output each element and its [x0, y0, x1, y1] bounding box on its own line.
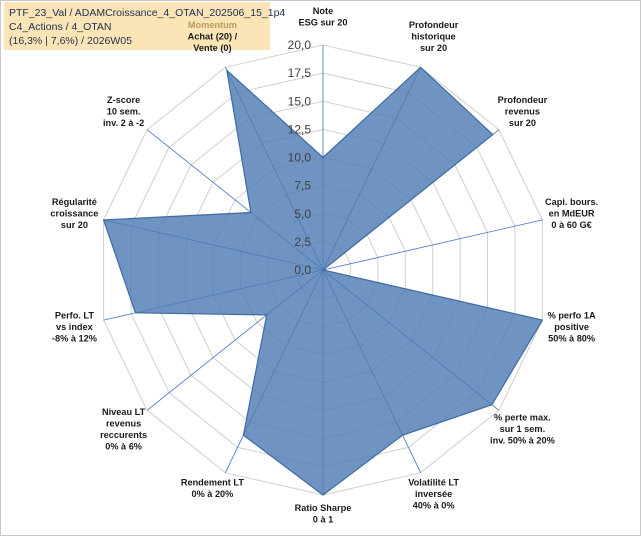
- axis-label-line: revenus: [106, 419, 141, 429]
- axis-label-line: en MdEUR: [549, 209, 595, 219]
- tick-layer: 0,0 2,5 5,0 7,5 10,0 12,5 15,0 17,5 20,0: [288, 38, 312, 277]
- title-line-1: PTF_23_Val / ADAMCroissance_4_OTAN_20250…: [9, 7, 286, 19]
- axis-label-line: 40% à 0%: [413, 501, 455, 511]
- axis-label-line: % perte max.: [494, 413, 551, 423]
- axis-label-line: sur 20: [61, 220, 88, 230]
- title-line-3: (16,3% | 7,6%) / 2026W05: [9, 35, 132, 47]
- axis-label-line: Perfo. LT: [55, 311, 95, 321]
- axis-label-line: Z-score: [107, 95, 140, 105]
- axis-label-line: Note: [313, 6, 333, 16]
- tick-label: 5,0: [294, 207, 311, 221]
- tick-label: 17,5: [288, 66, 312, 80]
- axis-label-line: Profondeur: [409, 20, 459, 30]
- axis-label-line: 0 à 60 G€: [551, 220, 591, 230]
- axis-label-line: sur 20: [420, 43, 447, 53]
- axis-label-line: -8% à 12%: [52, 334, 97, 344]
- axis-label-line: revenus: [505, 106, 540, 116]
- axis-label-line: sur 20: [509, 118, 536, 128]
- axis-label-line: sur 1 sem.: [500, 424, 545, 434]
- axis-label-line: croissance: [50, 209, 98, 219]
- axis-label: Ratio Sharpe 0 à 1: [295, 503, 352, 525]
- axis-label-line: positive: [554, 322, 589, 332]
- axis-label-line: Profondeur: [498, 95, 548, 105]
- axis-label-line: inversée: [415, 489, 452, 499]
- axis-label-line: inv. 50% à 20%: [490, 436, 555, 446]
- axis-label-line: Ratio Sharpe: [295, 503, 352, 513]
- axis-label-line: historique: [411, 31, 455, 41]
- axis-label: Rendement LT0% à 20%: [181, 478, 245, 500]
- axis-label-line: Niveau LT: [102, 407, 146, 417]
- axis-label-line: 0% à 20%: [191, 489, 233, 499]
- tick-label: 15,0: [288, 94, 312, 108]
- chart-title-box: PTF_23_Val / ADAMCroissance_4_OTAN_20250…: [4, 2, 286, 50]
- axis-label-line: Momentum: [188, 20, 237, 30]
- axis-label-line: vs index: [56, 322, 94, 332]
- axis-label-line: Rendement LT: [181, 478, 245, 488]
- axis-label: % perte max.sur 1 sem. inv. 50% à 20%: [490, 413, 555, 446]
- axis-label-line: Vente (0): [193, 43, 231, 53]
- title-line-2: C4_Actions / 4_OTAN: [9, 21, 112, 33]
- axis-label-line: Capi. bours.: [545, 197, 598, 207]
- axis-label-line: ESG sur 20: [298, 18, 347, 28]
- axis-label-line: 0% à 6%: [105, 442, 142, 452]
- axis-label-line: % perfo 1A: [548, 311, 596, 321]
- axis-label-line: 0 à 1: [313, 515, 333, 525]
- tick-label: 0,0: [294, 263, 311, 277]
- series-layer: [102, 66, 544, 496]
- axis-label-line: Achat (20) /: [188, 31, 238, 41]
- tick-label: 2,5: [294, 235, 311, 249]
- axis-spoke: [322, 219, 543, 271]
- axis-label-line: inv. 2 à -2: [103, 118, 144, 128]
- axis-label-line: Régularité: [52, 197, 97, 207]
- tick-label: 20,0: [288, 38, 312, 52]
- axis-label-line: Volatilité LT: [408, 478, 459, 488]
- tick-label: 12,5: [288, 122, 312, 136]
- tick-label: 10,0: [288, 151, 312, 165]
- axis-label-line: reccurents: [100, 430, 147, 440]
- axis-label: Note ESG sur 20: [298, 6, 347, 28]
- axis-label-line: 50% à 80%: [548, 334, 595, 344]
- tick-label: 7,5: [294, 179, 311, 193]
- axis-label-line: 10 sem.: [107, 106, 141, 116]
